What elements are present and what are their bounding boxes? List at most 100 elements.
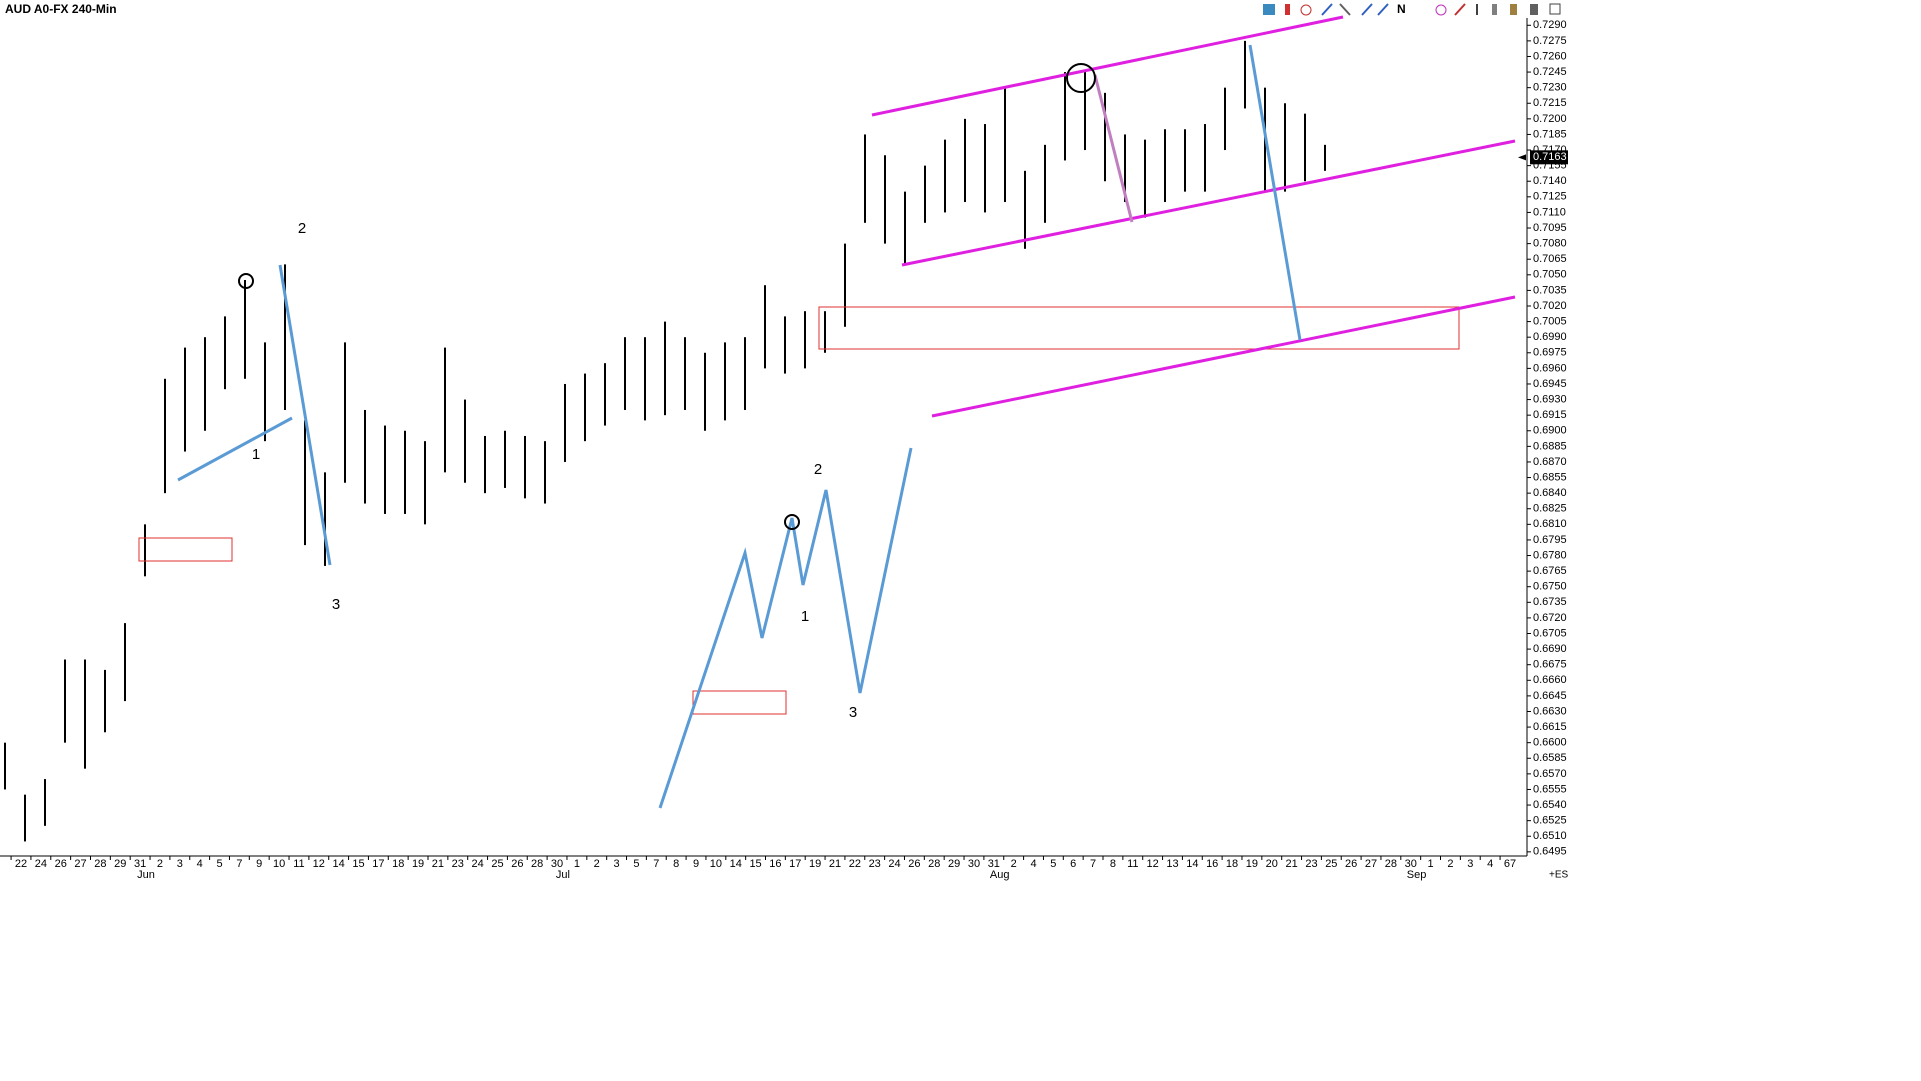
x-tick-label: 22	[849, 858, 861, 870]
y-tick-label: 0.6660	[1533, 674, 1567, 686]
corner-label: +ES	[1549, 870, 1569, 881]
x-tick-label: 21	[1285, 858, 1297, 870]
price-tag-box	[1530, 150, 1568, 165]
marker-circle	[1066, 63, 1096, 93]
x-tick-label: 5	[633, 858, 639, 870]
y-tick-label: 0.7230	[1533, 82, 1567, 94]
wave-label: 1	[801, 608, 809, 625]
trend-line	[1248, 44, 1302, 341]
y-tick-label: 0.7050	[1533, 269, 1567, 281]
y-tick-label: 0.7020	[1533, 300, 1567, 312]
x-tick-label: 16	[1206, 858, 1218, 870]
x-tick-label: 10	[273, 858, 285, 870]
x-tick-label: 29	[948, 858, 960, 870]
y-tick-label: 0.6690	[1533, 643, 1567, 655]
x-tick-label: 7	[1090, 858, 1096, 870]
x-tick-label: 28	[531, 858, 543, 870]
tool-letter[interactable]: N	[1397, 2, 1406, 16]
y-tick-label: 0.7275	[1533, 35, 1567, 47]
x-tick-label: 29	[114, 858, 126, 870]
y-tick-label: 0.6585	[1533, 752, 1567, 764]
x-tick-label: 15	[352, 858, 364, 870]
y-tick-label: 0.6900	[1533, 425, 1567, 437]
y-tick-label: 0.6960	[1533, 362, 1567, 374]
y-tick-label: 0.6795	[1533, 534, 1567, 546]
zone-box	[692, 690, 787, 715]
x-tick-label: 67	[1504, 858, 1516, 870]
x-tick-label: 4	[1487, 858, 1493, 870]
trend-line	[278, 264, 332, 566]
x-tick-label: 2	[594, 858, 600, 870]
wave-label: 3	[849, 704, 857, 721]
chart-title: AUD A0-FX 240-Min	[5, 2, 117, 16]
y-tick-label: 0.7140	[1533, 175, 1567, 187]
x-tick-label: 7	[653, 858, 659, 870]
wave-label: 2	[814, 461, 822, 478]
x-tick-label: 2	[1447, 858, 1453, 870]
x-tick-label: 10	[710, 858, 722, 870]
x-tick-label: 28	[928, 858, 940, 870]
x-tick-label: 11	[293, 858, 304, 870]
y-tick-label: 0.6645	[1533, 690, 1567, 702]
x-tick-label: 19	[412, 858, 424, 870]
tool-icon[interactable]	[1435, 4, 1447, 16]
x-tick-label: 14	[333, 858, 345, 870]
tool-icon[interactable]	[1377, 3, 1389, 16]
y-tick-label: 0.6975	[1533, 347, 1567, 359]
tool-icon[interactable]	[1339, 3, 1351, 16]
x-tick-label: 21	[829, 858, 841, 870]
x-tick-label: 4	[197, 858, 203, 870]
x-tick-label: 24	[472, 858, 484, 870]
x-tick-label: 3	[614, 858, 620, 870]
y-tick-label: 0.7290	[1533, 19, 1567, 31]
y-tick-label: 0.6885	[1533, 440, 1567, 452]
x-tick-label: 30	[551, 858, 563, 870]
x-tick-label: 1	[1428, 858, 1434, 870]
x-tick-label: 24	[888, 858, 900, 870]
x-tick-label: 13	[1166, 858, 1178, 870]
y-tick-label: 0.6600	[1533, 737, 1567, 749]
tool-icon[interactable]	[1510, 4, 1517, 15]
x-tick-label: 18	[392, 858, 404, 870]
zone-box	[138, 537, 233, 562]
x-tick-label: 11	[1127, 858, 1138, 870]
tool-icon[interactable]	[1492, 4, 1497, 15]
y-tick-label: 0.7245	[1533, 66, 1567, 78]
x-tick-label: 12	[313, 858, 325, 870]
price-tag: 0.7163	[1518, 150, 1568, 165]
y-tick-label: 0.6825	[1533, 503, 1567, 515]
y-tick-label: 0.6990	[1533, 331, 1567, 343]
x-tick-label: 17	[789, 858, 801, 870]
y-tick-label: 0.7215	[1533, 97, 1567, 109]
y-tick-label: 0.6870	[1533, 456, 1567, 468]
y-tick-label: 0.6840	[1533, 487, 1567, 499]
y-tick-label: 0.7035	[1533, 284, 1567, 296]
y-tick-label: 0.6720	[1533, 612, 1567, 624]
x-tick-label: 28	[94, 858, 106, 870]
x-tick-label: 17	[372, 858, 384, 870]
x-tick-label: 8	[673, 858, 679, 870]
x-tick-label: 18	[1226, 858, 1238, 870]
x-tick-label: 6	[1070, 858, 1076, 870]
tool-icon[interactable]	[1321, 3, 1333, 16]
y-tick-label: 0.6780	[1533, 549, 1567, 561]
x-tick-label: 15	[749, 858, 761, 870]
y-tick-label: 0.6705	[1533, 627, 1567, 639]
y-tick-label: 0.6570	[1533, 768, 1567, 780]
x-tick-label: 30	[968, 858, 980, 870]
tool-icon[interactable]	[1361, 3, 1373, 16]
tool-icon[interactable]	[1285, 4, 1290, 15]
y-tick-label: 0.6930	[1533, 393, 1567, 405]
bars	[4, 40, 1326, 842]
tool-icon[interactable]	[1549, 3, 1561, 15]
x-tick-label: 31	[988, 858, 1000, 870]
y-tick-label: 0.6540	[1533, 799, 1567, 811]
tool-icon[interactable]	[1454, 3, 1466, 16]
y-tick-label: 0.6555	[1533, 783, 1567, 795]
channel-line	[931, 295, 1516, 418]
tool-icon[interactable]	[1530, 4, 1538, 15]
x-tick-label: 26	[908, 858, 920, 870]
y-tick-label: 0.7110	[1533, 206, 1566, 218]
tool-icon[interactable]	[1300, 4, 1312, 16]
tool-icon[interactable]	[1263, 4, 1275, 15]
